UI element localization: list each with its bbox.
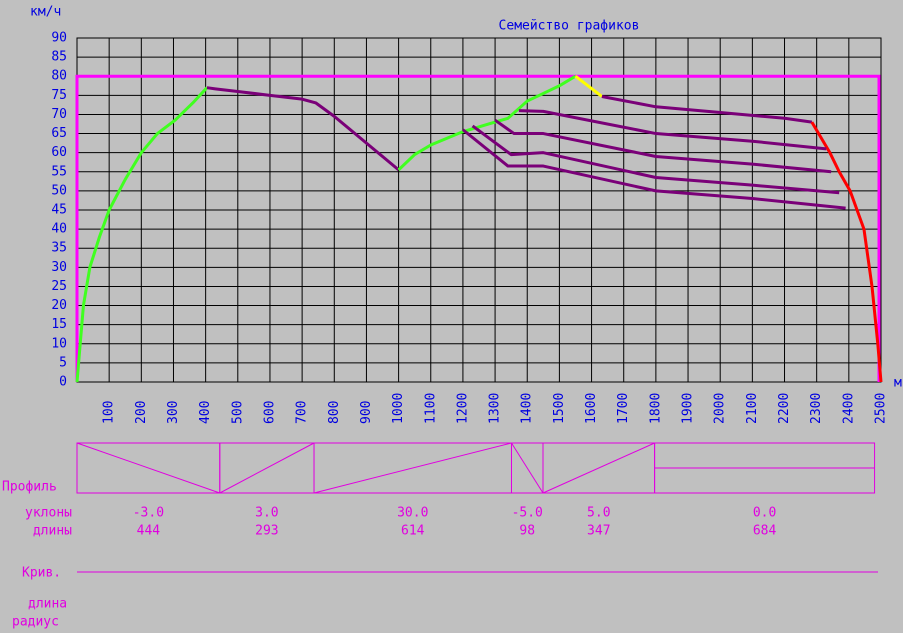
x-tick-label: 2500 [874,393,889,424]
speed-curve [601,95,813,124]
x-tick-label: 500 [230,401,245,424]
y-tick-label: 20 [51,298,67,313]
x-tick-label: 2000 [713,393,728,424]
slope-value: 5.0 [587,506,610,521]
y-tick-label: 25 [51,279,67,294]
x-axis-label: м [894,376,902,391]
x-tick-label: 800 [327,401,342,424]
x-tick-label: 2400 [841,393,856,424]
y-tick-label: 15 [51,317,67,332]
speed-curve [518,109,827,151]
length-value: 293 [255,524,278,539]
profile-slope [542,442,655,494]
x-tick-label: 2200 [777,393,792,424]
x-tick-label: 1400 [520,393,535,424]
y-tick-label: 5 [59,355,67,370]
x-tick-label: 1700 [616,393,631,424]
x-tick-label: 1300 [488,393,503,424]
curve-label: Крив. [22,566,61,581]
x-tick-label: 300 [166,401,181,424]
profile-slope [76,442,220,494]
y-tick-label: 80 [51,69,67,84]
y-tick-label: 40 [51,222,67,237]
y-tick-label: 35 [51,241,67,256]
x-tick-label: 1100 [423,393,438,424]
x-tick-label: 600 [262,401,277,424]
length-value: 614 [401,524,425,539]
y-axis-label: км/ч [30,5,61,20]
y-tick-label: 0 [59,375,67,390]
x-tick-label: 1200 [455,393,470,424]
slope-value: 0.0 [753,506,776,521]
y-tick-label: 45 [51,203,67,218]
x-tick-label: 200 [134,401,149,424]
x-tick-label: 1500 [552,393,567,424]
y-tick-label: 30 [51,260,67,275]
x-tick-label: 400 [198,401,213,424]
y-tick-label: 85 [51,50,67,65]
chart-title: Семейство графиков [499,19,640,34]
x-tick-label: 1800 [648,393,663,424]
y-tick-label: 50 [51,183,67,198]
speed-curve [574,75,603,98]
slopes-label: уклоны [25,506,72,521]
x-tick-label: 1600 [584,393,599,424]
lengths-label: длины [33,524,72,539]
y-tick-label: 10 [51,336,67,351]
slope-value: 30.0 [397,506,428,521]
profile-label: Профиль [2,480,57,495]
profile-slope [219,442,315,494]
slope-value: -3.0 [133,506,164,521]
x-tick-label: 1000 [391,393,406,424]
length-value: 347 [587,524,610,539]
speed-limit [75,74,881,382]
x-tick-label: 2100 [745,393,760,424]
y-tick-label: 65 [51,126,67,141]
curve-length-label: длина [28,597,67,612]
speed-curve [810,121,883,383]
slope-value: -5.0 [512,506,543,521]
speed-curve [471,124,840,195]
speed-curve [494,118,832,174]
speed-curve [461,128,846,210]
x-tick-label: 900 [359,401,374,424]
profile-slope [313,442,512,494]
speed-curve [397,74,577,171]
x-tick-label: 700 [295,401,310,424]
y-tick-label: 55 [51,164,67,179]
x-tick-label: 2300 [809,393,824,424]
y-tick-label: 75 [51,88,67,103]
speed-curve [75,86,209,383]
length-value: 684 [753,524,777,539]
speed-curve [206,86,400,172]
y-tick-label: 70 [51,107,67,122]
profile-slope [511,442,544,494]
curve-radius-label: радиус [12,615,59,630]
length-value: 444 [137,524,161,539]
x-tick-label: 1900 [681,393,696,424]
length-value: 98 [519,524,535,539]
slope-value: 3.0 [255,506,278,521]
y-tick-label: 90 [51,31,67,46]
y-tick-label: 60 [51,145,67,160]
x-tick-label: 100 [102,401,117,424]
